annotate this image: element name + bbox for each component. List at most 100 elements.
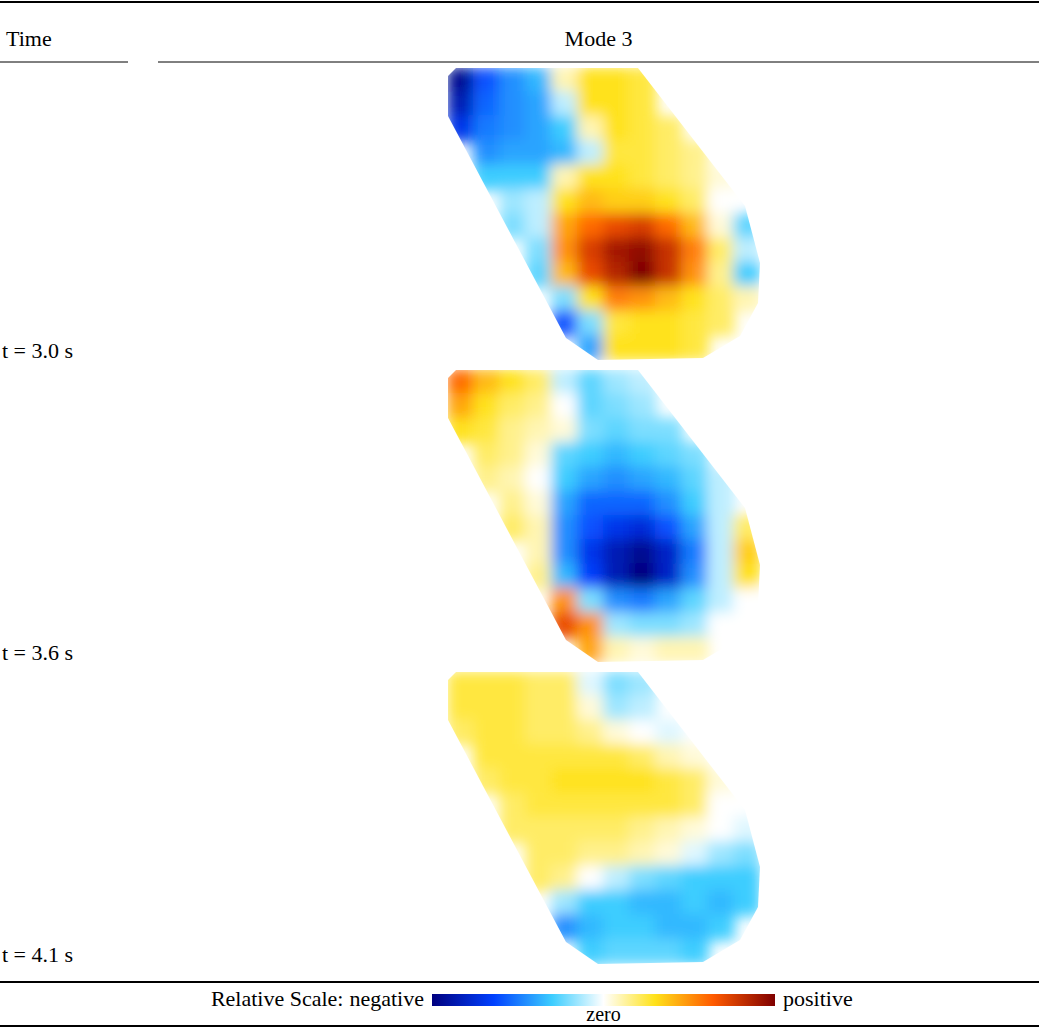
cell bbox=[681, 335, 709, 361]
cell bbox=[707, 515, 735, 541]
cell bbox=[629, 140, 657, 166]
cell bbox=[603, 671, 631, 697]
cell bbox=[473, 744, 501, 770]
cell bbox=[577, 418, 605, 444]
panel bbox=[447, 369, 761, 663]
cell bbox=[655, 466, 683, 492]
cell bbox=[655, 491, 683, 517]
cell bbox=[577, 564, 605, 590]
cell bbox=[655, 189, 683, 215]
cell bbox=[603, 841, 631, 867]
cell bbox=[525, 67, 553, 93]
cell bbox=[577, 793, 605, 819]
cell bbox=[603, 914, 631, 940]
cell bbox=[733, 262, 761, 288]
cell bbox=[551, 164, 579, 190]
cell bbox=[577, 841, 605, 867]
cell bbox=[525, 793, 553, 819]
cell bbox=[707, 612, 735, 638]
cell bbox=[551, 914, 579, 940]
cell bbox=[551, 564, 579, 590]
cell bbox=[707, 466, 735, 492]
cell bbox=[473, 369, 501, 395]
cell bbox=[577, 237, 605, 263]
cell bbox=[551, 539, 579, 565]
cell bbox=[551, 768, 579, 794]
cell bbox=[629, 116, 657, 142]
cell bbox=[525, 213, 553, 239]
cell bbox=[551, 91, 579, 117]
cell bbox=[681, 637, 709, 663]
cell bbox=[655, 914, 683, 940]
cell bbox=[707, 914, 735, 940]
cell bbox=[681, 310, 709, 336]
cell bbox=[525, 442, 553, 468]
cell bbox=[551, 612, 579, 638]
cell bbox=[603, 720, 631, 746]
cell bbox=[681, 213, 709, 239]
cell bbox=[629, 515, 657, 541]
cell bbox=[499, 671, 527, 697]
header-rule bbox=[158, 62, 1039, 63]
cell bbox=[499, 91, 527, 117]
cell bbox=[681, 914, 709, 940]
cell bbox=[525, 768, 553, 794]
cell bbox=[629, 91, 657, 117]
cell bbox=[577, 890, 605, 916]
cell bbox=[681, 539, 709, 565]
cell bbox=[655, 841, 683, 867]
cell bbox=[629, 189, 657, 215]
cell bbox=[629, 768, 657, 794]
cell bbox=[551, 393, 579, 419]
cell bbox=[603, 817, 631, 843]
cell bbox=[577, 695, 605, 721]
rule bbox=[0, 981, 1039, 983]
cell bbox=[733, 515, 761, 541]
cell bbox=[629, 539, 657, 565]
cell bbox=[603, 866, 631, 892]
cell bbox=[551, 817, 579, 843]
cell bbox=[655, 310, 683, 336]
cell bbox=[655, 418, 683, 444]
cell bbox=[681, 890, 709, 916]
colorbar-title: Relative Scale: bbox=[211, 986, 344, 1011]
cell bbox=[655, 335, 683, 361]
cell bbox=[525, 564, 553, 590]
top-rule bbox=[0, 1, 1039, 3]
cell bbox=[499, 213, 527, 239]
cell bbox=[551, 286, 579, 312]
cell bbox=[681, 491, 709, 517]
cell bbox=[681, 140, 709, 166]
cell bbox=[629, 612, 657, 638]
cell bbox=[499, 466, 527, 492]
cell bbox=[473, 164, 501, 190]
cell bbox=[577, 67, 605, 93]
cell bbox=[577, 286, 605, 312]
cell bbox=[551, 515, 579, 541]
cell bbox=[525, 116, 553, 142]
cell bbox=[525, 189, 553, 215]
cell bbox=[629, 890, 657, 916]
cell bbox=[473, 418, 501, 444]
cell bbox=[629, 720, 657, 746]
cell bbox=[499, 515, 527, 541]
cell bbox=[681, 588, 709, 614]
cell bbox=[525, 237, 553, 263]
cell bbox=[551, 67, 579, 93]
cell bbox=[473, 442, 501, 468]
cell bbox=[577, 637, 605, 663]
cell bbox=[577, 768, 605, 794]
cell bbox=[629, 164, 657, 190]
cell bbox=[629, 286, 657, 312]
cell bbox=[629, 744, 657, 770]
cell bbox=[577, 671, 605, 697]
cell bbox=[551, 140, 579, 166]
cell bbox=[629, 262, 657, 288]
cell bbox=[655, 744, 683, 770]
cell bbox=[681, 768, 709, 794]
cell bbox=[707, 491, 735, 517]
cell bbox=[577, 515, 605, 541]
cell bbox=[733, 588, 761, 614]
cell bbox=[551, 890, 579, 916]
cell bbox=[603, 393, 631, 419]
